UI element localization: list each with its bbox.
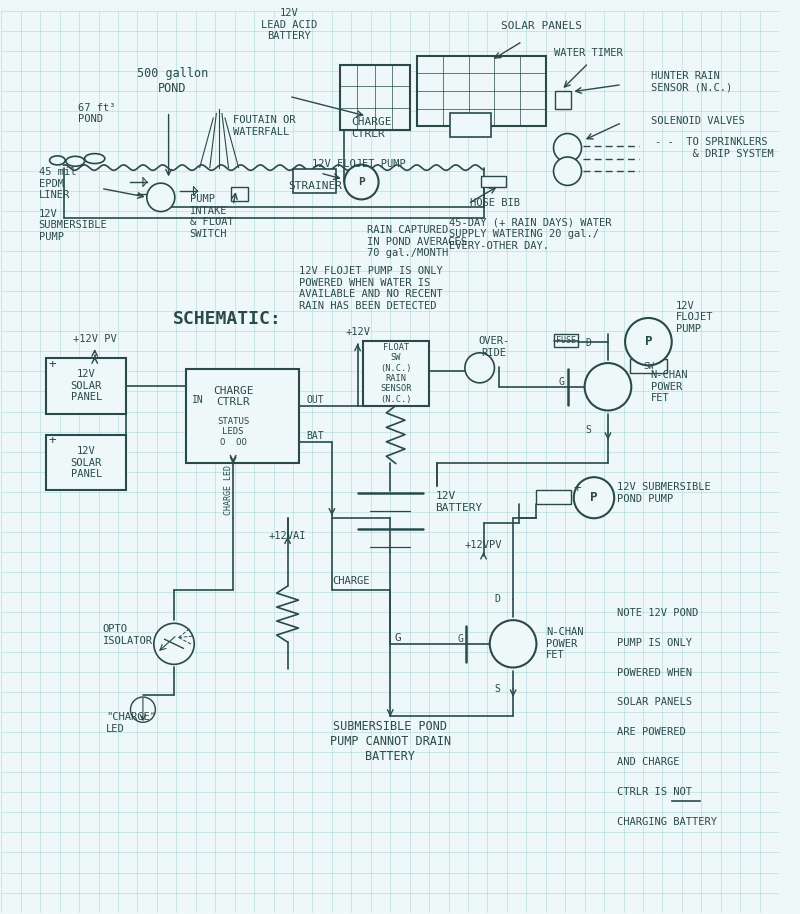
Text: RAIN CAPTURED
IN POND AVERAGES
70 gal./MONTH: RAIN CAPTURED IN POND AVERAGES 70 gal./M…: [367, 225, 467, 258]
Text: 12V
BATTERY: 12V BATTERY: [435, 492, 482, 513]
Text: 12V
SUBMERSIBLE
PUMP: 12V SUBMERSIBLE PUMP: [38, 208, 107, 242]
Bar: [340, 65, 410, 130]
Text: G: G: [394, 633, 402, 643]
Circle shape: [554, 133, 582, 162]
Text: HUNTER RAIN
SENSOR (N.C.): HUNTER RAIN SENSOR (N.C.): [650, 71, 732, 92]
Text: G: G: [558, 377, 564, 388]
Bar: [231, 187, 248, 201]
Text: +: +: [49, 434, 57, 447]
Text: +12VAI: +12VAI: [269, 531, 306, 541]
Text: +12V: +12V: [345, 327, 370, 337]
Text: S: S: [586, 425, 591, 435]
Text: +: +: [49, 357, 57, 371]
Text: D: D: [494, 594, 501, 604]
Circle shape: [154, 623, 194, 664]
Circle shape: [490, 620, 537, 667]
Bar: [363, 341, 429, 406]
Text: AND CHARGE: AND CHARGE: [618, 757, 680, 767]
Text: STATUS
LEDS
O  OO: STATUS LEDS O OO: [217, 417, 250, 447]
Text: SOLAR PANELS: SOLAR PANELS: [618, 697, 692, 707]
Bar: [554, 334, 578, 347]
Text: CHARGE LED: CHARGE LED: [224, 465, 233, 515]
Text: 12V SUBMERSIBLE
POND PUMP: 12V SUBMERSIBLE POND PUMP: [618, 483, 711, 504]
Circle shape: [130, 697, 155, 722]
Circle shape: [625, 318, 672, 366]
Text: WATER TIMER: WATER TIMER: [554, 48, 623, 58]
Text: 67 ft³
POND: 67 ft³ POND: [78, 102, 115, 124]
Text: SUBMERSIBLE POND
PUMP CANNOT DRAIN
BATTERY: SUBMERSIBLE POND PUMP CANNOT DRAIN BATTE…: [330, 719, 450, 763]
Text: CHARGE
CTRLR: CHARGE CTRLR: [213, 386, 254, 408]
Text: S: S: [494, 684, 501, 694]
Text: 45-DAY (+ RAIN DAYS) WATER
SUPPLY WATERING 20 gal./
EVERY-OTHER DAY.: 45-DAY (+ RAIN DAYS) WATER SUPPLY WATERI…: [449, 218, 611, 251]
Text: N-CHAN
POWER
FET: N-CHAN POWER FET: [546, 627, 583, 661]
Text: SW: SW: [643, 362, 654, 370]
Text: SOLENOID VALVES: SOLENOID VALVES: [650, 116, 745, 126]
Text: PUMP IS ONLY: PUMP IS ONLY: [618, 638, 692, 648]
Text: "CHARGE"
LED: "CHARGE" LED: [106, 712, 156, 734]
Bar: [630, 359, 667, 373]
Text: 12V
LEAD ACID
BATTERY: 12V LEAD ACID BATTERY: [261, 8, 318, 41]
Text: 12V
SOLAR
PANEL: 12V SOLAR PANEL: [70, 446, 102, 479]
Bar: [555, 90, 570, 109]
Text: POWERED WHEN: POWERED WHEN: [618, 668, 692, 677]
Bar: [46, 434, 126, 491]
Circle shape: [147, 183, 175, 211]
Text: CTRLR IS NOT: CTRLR IS NOT: [618, 787, 692, 797]
Bar: [537, 490, 570, 504]
Text: +12VPV: +12VPV: [465, 540, 502, 550]
Circle shape: [574, 477, 614, 518]
Circle shape: [344, 165, 378, 199]
Text: D: D: [586, 338, 591, 348]
Text: +12V PV: +12V PV: [73, 335, 117, 345]
Bar: [482, 175, 506, 187]
Text: OVER-
RIDE: OVER- RIDE: [478, 336, 510, 358]
Text: 12V FLOJET PUMP IS ONLY
POWERED WHEN WATER IS
AVAILABLE AND NO RECENT
RAIN HAS B: 12V FLOJET PUMP IS ONLY POWERED WHEN WAT…: [299, 266, 443, 311]
Text: BAT: BAT: [306, 431, 324, 441]
Text: IN: IN: [191, 395, 203, 405]
Ellipse shape: [85, 154, 105, 164]
Text: HOSE BIB: HOSE BIB: [470, 197, 520, 207]
Ellipse shape: [50, 156, 65, 165]
Text: FUSE: FUSE: [556, 336, 576, 345]
Bar: [186, 368, 299, 463]
Text: G: G: [458, 634, 463, 644]
Text: SCHEMATIC:: SCHEMATIC:: [173, 310, 282, 328]
Text: +: +: [573, 483, 581, 495]
Text: ARE POWERED: ARE POWERED: [618, 728, 686, 738]
Text: CHARGE
CTRLR: CHARGE CTRLR: [351, 117, 392, 139]
Bar: [418, 56, 546, 126]
Text: CHARGING BATTERY: CHARGING BATTERY: [618, 816, 718, 826]
Circle shape: [585, 363, 631, 410]
Text: 12V
FLOJET
PUMP: 12V FLOJET PUMP: [676, 301, 713, 334]
Ellipse shape: [66, 156, 85, 166]
Text: SOLAR PANELS: SOLAR PANELS: [502, 21, 582, 31]
Text: OUT: OUT: [306, 395, 324, 405]
Text: NOTE 12V POND: NOTE 12V POND: [618, 608, 698, 618]
Bar: [293, 168, 336, 193]
Text: FLOAT
SW
(N.C.)
RAIN
SENSOR
(N.C.): FLOAT SW (N.C.) RAIN SENSOR (N.C.): [380, 343, 411, 404]
Bar: [450, 113, 490, 137]
Circle shape: [554, 157, 582, 186]
Text: 12V FLOJET PUMP: 12V FLOJET PUMP: [312, 158, 406, 168]
Text: OPTO
ISOLATOR: OPTO ISOLATOR: [102, 624, 153, 645]
Text: STRAINER: STRAINER: [288, 181, 342, 191]
Text: P: P: [645, 335, 652, 348]
Text: P: P: [590, 491, 598, 505]
Text: N-CHAN
POWER
FET: N-CHAN POWER FET: [650, 370, 688, 403]
Text: 12V
SOLAR
PANEL: 12V SOLAR PANEL: [70, 369, 102, 402]
Text: 45 mil
EPDM
LINER: 45 mil EPDM LINER: [38, 167, 76, 200]
Text: FOUTAIN OR
WATERFALL: FOUTAIN OR WATERFALL: [233, 115, 296, 137]
Bar: [46, 358, 126, 414]
Text: - -  TO SPRINKLERS
      & DRIP SYSTEM: - - TO SPRINKLERS & DRIP SYSTEM: [654, 137, 774, 158]
Text: 500 gallon
POND: 500 gallon POND: [137, 67, 208, 94]
Text: PUMP
INTAKE
& FLOAT
SWITCH: PUMP INTAKE & FLOAT SWITCH: [190, 194, 234, 239]
Text: CHARGE: CHARGE: [333, 576, 370, 586]
Circle shape: [465, 353, 494, 383]
Text: P: P: [358, 177, 365, 187]
